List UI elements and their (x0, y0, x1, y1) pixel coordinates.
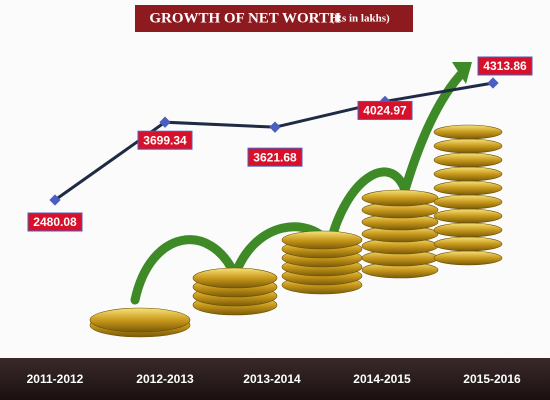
title-banner (135, 5, 413, 32)
value-label-box (247, 147, 303, 167)
category-band (0, 358, 550, 400)
x-tick-label: 2014-2015 (353, 372, 411, 386)
value-label-box (137, 130, 193, 150)
value-label: 3699.34 (143, 133, 187, 147)
value-label-box (357, 100, 413, 120)
x-tick-label: 2013-2014 (243, 372, 301, 386)
x-tick-label: 2011-2012 (27, 372, 84, 386)
chart-subtitle: (Rs in lakhs) (330, 13, 390, 25)
illustration (89, 62, 503, 338)
value-label-box (27, 212, 83, 232)
value-label-box (477, 56, 533, 76)
value-label: 2480.08 (33, 215, 77, 229)
value-label: 4024.97 (363, 104, 407, 118)
value-label: 4313.86 (483, 59, 527, 73)
chart-title: GROWTH OF NET WORTH (149, 10, 341, 26)
value-label: 3621.68 (253, 150, 297, 164)
marker (49, 194, 61, 206)
x-tick-label: 2015-2016 (463, 372, 521, 386)
x-tick-label: 2012-2013 (136, 372, 194, 386)
